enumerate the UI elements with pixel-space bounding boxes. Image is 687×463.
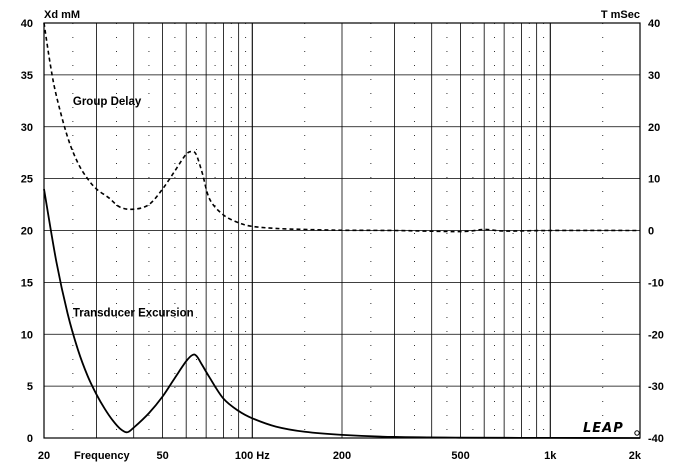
x-tick-label: 2k [629, 450, 642, 462]
leap-logo: LEAP [583, 421, 640, 436]
left-tick-label: 35 [21, 70, 33, 82]
x-tick-label: 500 [451, 450, 469, 462]
leap-logo-text: LEAP [583, 421, 624, 436]
right-tick-label: 10 [648, 174, 660, 186]
leap-logo-dot [634, 430, 640, 436]
left-tick-label: 10 [21, 329, 33, 341]
left-tick-label: 25 [21, 174, 33, 186]
x-tick-label: 1k [544, 450, 557, 462]
x-tick-label: 100 Hz [235, 450, 270, 462]
left-tick-label: 30 [21, 122, 33, 134]
right-tick-label: 0 [648, 226, 654, 238]
group-delay-line [43, 22, 641, 233]
transducer-excursion-label: Transducer Excursion [73, 307, 194, 319]
right-tick-label: -20 [648, 329, 664, 341]
right-tick-label: -10 [648, 277, 664, 289]
x-tick-label: 50 [156, 450, 168, 462]
group-delay-label: Group Delay [73, 96, 142, 108]
left-tick-label: 40 [21, 18, 33, 30]
x-axis-title: Frequency [74, 450, 131, 462]
plot-frame [43, 22, 641, 439]
x-tick-label: 20 [38, 450, 50, 462]
right-tick-label: -40 [648, 433, 664, 445]
transducer-excursion-line [43, 188, 641, 439]
right-tick-label: 40 [648, 18, 660, 30]
left-tick-label: 5 [27, 381, 33, 393]
x-tick-label: 200 [333, 450, 351, 462]
right-tick-label: -30 [648, 381, 664, 393]
right-axis-title: T mSec [601, 9, 640, 21]
left-tick-label: 15 [21, 277, 33, 289]
left-tick-label: 0 [27, 433, 33, 445]
right-tick-label: 20 [648, 122, 660, 134]
series-layer [43, 22, 641, 439]
grid [44, 23, 640, 438]
left-tick-label: 20 [21, 226, 33, 238]
tick-labels: 0 5 10 15 20 25 30 35 40 -40 -30 -20 -10 0 10 20 30 40 20 5… [21, 18, 664, 462]
left-axis-title: Xd mM [44, 9, 80, 21]
right-tick-label: 30 [648, 70, 660, 82]
